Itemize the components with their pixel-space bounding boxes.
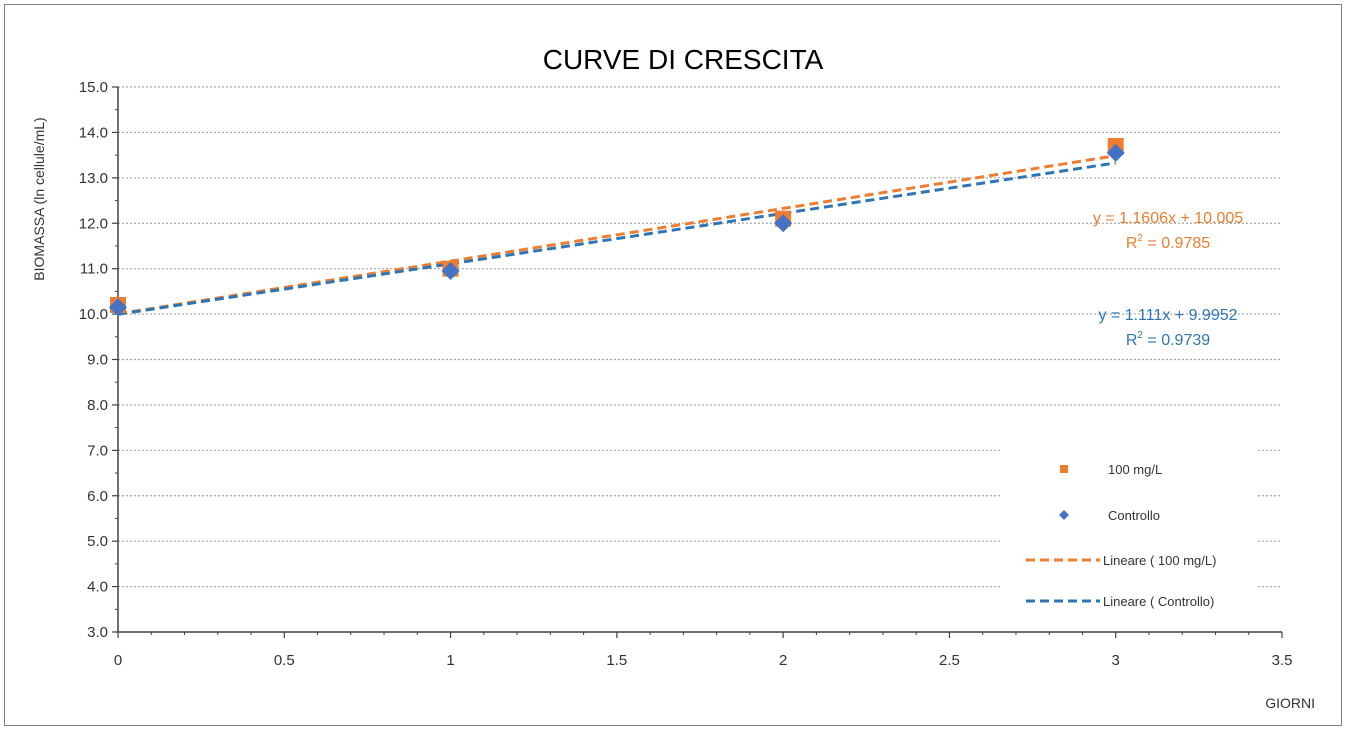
legend-box — [1001, 445, 1257, 625]
x-tick-label-0.5: 0.5 — [274, 652, 295, 669]
trendline-controllo — [117, 161, 1116, 316]
chart-frame: CURVE DI CRESCITA BIOMASSA (ln cellule/m… — [4, 4, 1342, 726]
trendline-layer — [117, 154, 1116, 316]
axis-layer: 3.0 4.0 5.0 6.0 7.0 8.0 9.0 10.0 11.0 12.0 13.0 14.… — [79, 79, 1293, 669]
x-tick-label-3: 3 — [1112, 652, 1120, 669]
y-tick-label-4.0: 4.0 — [87, 579, 108, 596]
data-point-controllo-0 — [109, 298, 127, 317]
r-squared-100-mg-l: R2 = 0.9785 — [1126, 233, 1210, 252]
y-tick-label-10.0: 10.0 — [79, 306, 108, 323]
trendline-equation-100-mg-l: y = 1.1606x + 10.005 — [1093, 210, 1243, 227]
data-point-controllo-1 — [441, 261, 460, 280]
x-tick-label-2.5: 2.5 — [939, 652, 960, 669]
legend: 100 mg/L Controllo Lineare ( 100 mg/L) Line… — [1001, 445, 1257, 625]
legend-label-100-mg-l: 100 mg/L — [1108, 462, 1162, 477]
y-tick-label-7.0: 7.0 — [87, 442, 108, 459]
trendline-equations: y = 1.1606x + 10.005 R2 = 0.9785 y = 1.111… — [1093, 210, 1243, 349]
y-tick-label-15.0: 15.0 — [79, 79, 108, 96]
y-tick-label-14.0: 14.0 — [79, 124, 108, 141]
y-tick-label-6.0: 6.0 — [87, 488, 108, 505]
legend-label-controllo: Controllo — [1108, 508, 1160, 523]
legend-marker-controllo — [1059, 510, 1069, 520]
y-tick-label-13.0: 13.0 — [79, 170, 108, 187]
chart-title: CURVE DI CRESCITA — [543, 44, 824, 75]
trendline-equation-controllo: y = 1.111x + 9.9952 — [1098, 307, 1237, 324]
data-point-layer — [109, 138, 1125, 317]
r-squared-controllo: R2 = 0.9739 — [1126, 330, 1210, 349]
y-tick-label-5.0: 5.0 — [87, 533, 108, 550]
x-tick-label-1: 1 — [446, 652, 454, 669]
legend-marker-100-mg-l — [1060, 465, 1068, 473]
x-tick-label-1.5: 1.5 — [606, 652, 627, 669]
y-tick-label-8.0: 8.0 — [87, 397, 108, 414]
y-axis-label: BIOMASSA (ln cellule/mL) — [31, 117, 47, 280]
data-point-controllo-2 — [774, 214, 793, 233]
x-tick-label-3.5: 3.5 — [1272, 652, 1293, 669]
x-tick-label-2: 2 — [779, 652, 787, 669]
y-tick-label-3.0: 3.0 — [87, 624, 108, 641]
data-point-controllo-3 — [1106, 143, 1125, 162]
y-tick-label-11.0: 11.0 — [80, 261, 108, 278]
trendline-100-mg-l — [117, 154, 1116, 316]
x-axis-label: GIORNI — [1265, 695, 1315, 711]
y-tick-label-12.0: 12.0 — [79, 215, 108, 232]
grid-layer — [118, 86, 1282, 588]
chart-svg: CURVE DI CRESCITA BIOMASSA (ln cellule/m… — [31, 44, 1315, 711]
legend-label-lineare-100-mg-l: Lineare ( 100 mg/L) — [1103, 553, 1216, 568]
legend-label-lineare-controllo: Lineare ( Controllo) — [1103, 594, 1214, 609]
y-tick-label-9.0: 9.0 — [87, 352, 108, 369]
x-tick-label-0: 0 — [114, 652, 122, 669]
